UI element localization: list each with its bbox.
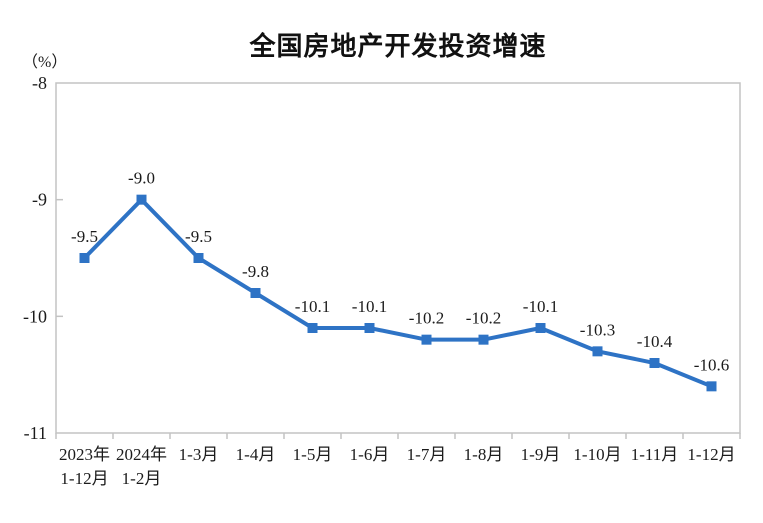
y-tick-label: -8 [32, 73, 47, 93]
x-tick-label: 1-3月 [179, 445, 219, 464]
x-tick-label: 1-2月 [122, 469, 162, 488]
data-point-label: -9.0 [128, 169, 155, 188]
data-point-label: -9.5 [185, 227, 212, 246]
x-tick-label: 1-7月 [407, 445, 447, 464]
x-tick-label: 1-11月 [631, 445, 679, 464]
data-point-label: -10.3 [580, 320, 615, 339]
data-point-marker [649, 358, 660, 368]
y-axis: -8 -9 -10 -11 [23, 73, 63, 443]
data-point-marker [250, 288, 261, 298]
data-point-label: -9.8 [242, 262, 269, 281]
x-tick-label: 1-10月 [573, 445, 621, 464]
data-point-label: -10.2 [409, 309, 444, 328]
data-point-marker [535, 323, 546, 333]
data-point-label: -10.2 [466, 309, 501, 328]
x-tick-label: 1-8月 [464, 445, 504, 464]
y-tick-label: -11 [24, 423, 47, 443]
x-axis-ticks [55, 433, 741, 439]
x-tick-label: 1-4月 [236, 445, 276, 464]
x-tick-label: 1-9月 [521, 445, 561, 464]
x-tick-label: 2024年 [116, 445, 167, 464]
x-tick-label: 1-12月 [60, 469, 108, 488]
data-point-marker [136, 194, 147, 205]
data-point-marker [592, 346, 603, 357]
data-labels: -9.5 -9.0 -9.5 -9.8 -10.1 -10.1 -10.2 -10.2 -10.… [71, 169, 729, 375]
x-tick-label: 2023年 [59, 445, 110, 464]
data-point-marker [421, 334, 432, 345]
y-tick-label: -10 [23, 306, 47, 326]
plot-border [55, 82, 741, 434]
data-markers [79, 194, 717, 392]
data-point-marker [193, 253, 204, 263]
data-point-marker [706, 381, 717, 392]
data-point-label: -9.5 [71, 227, 98, 246]
x-tick-label: 1-5月 [293, 445, 333, 464]
chart-title: 全国房地产开发投资增速 [249, 32, 547, 61]
data-point-label: -10.1 [523, 297, 558, 316]
data-point-label: -10.6 [694, 355, 729, 374]
data-point-label: -10.1 [295, 297, 330, 316]
data-line [83, 196, 713, 389]
x-tick-label: 1-6月 [350, 445, 390, 464]
data-point-marker [478, 334, 489, 345]
x-tick-label: 1-12月 [687, 445, 735, 464]
x-axis-labels: 2023年 1-12月 2024年 1-2月 1-3月 1-4月 1-5月 1-6月 1-7月 1… [59, 445, 736, 488]
data-point-marker [79, 253, 90, 263]
data-point-marker [307, 323, 318, 333]
y-tick-label: -9 [32, 190, 47, 210]
data-point-label: -10.4 [637, 332, 673, 351]
data-point-marker [364, 323, 375, 333]
data-point-label: -10.1 [352, 297, 387, 316]
y-axis-unit-label: （%） [22, 54, 68, 71]
